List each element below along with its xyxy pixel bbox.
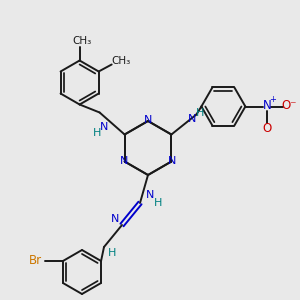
Text: N: N	[111, 214, 119, 224]
Text: H: H	[93, 128, 101, 137]
Text: CH₃: CH₃	[72, 35, 91, 46]
Text: N: N	[168, 157, 177, 166]
Text: N: N	[263, 99, 272, 112]
Text: H: H	[154, 198, 162, 208]
Text: Br: Br	[28, 254, 41, 266]
Text: +: +	[269, 95, 276, 104]
Text: N: N	[119, 157, 128, 166]
Text: N: N	[100, 122, 108, 131]
Text: O: O	[263, 122, 272, 135]
Text: N: N	[146, 190, 154, 200]
Text: H: H	[108, 248, 116, 258]
Text: N: N	[144, 115, 152, 125]
Text: CH₃: CH₃	[111, 56, 130, 67]
Text: N: N	[188, 115, 196, 124]
Text: H: H	[196, 107, 204, 118]
Text: O⁻: O⁻	[282, 99, 297, 112]
